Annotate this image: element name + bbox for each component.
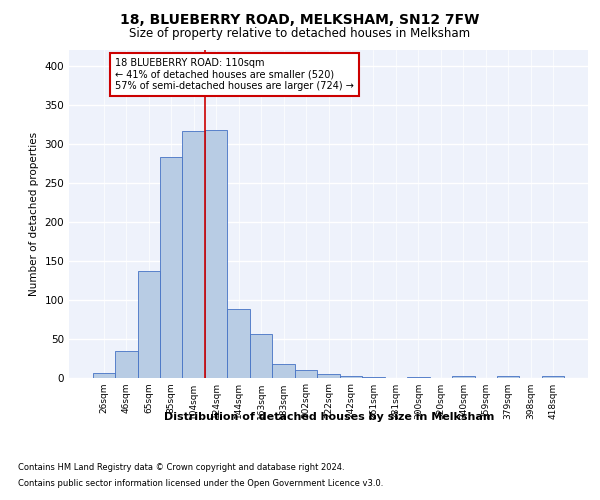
Bar — [317, 374, 340, 378]
Y-axis label: Number of detached properties: Number of detached properties — [29, 132, 39, 296]
Text: Distribution of detached houses by size in Melksham: Distribution of detached houses by size … — [164, 412, 494, 422]
Bar — [250, 334, 272, 378]
Bar — [407, 376, 430, 378]
Bar — [92, 373, 115, 378]
Bar — [272, 364, 295, 378]
Bar — [227, 309, 250, 378]
Text: Size of property relative to detached houses in Melksham: Size of property relative to detached ho… — [130, 28, 470, 40]
Bar — [542, 376, 565, 378]
Bar — [160, 157, 182, 378]
Bar — [295, 370, 317, 378]
Bar — [115, 351, 137, 378]
Text: 18 BLUEBERRY ROAD: 110sqm
← 41% of detached houses are smaller (520)
57% of semi: 18 BLUEBERRY ROAD: 110sqm ← 41% of detac… — [115, 58, 354, 91]
Bar — [497, 376, 520, 378]
Text: Contains HM Land Registry data © Crown copyright and database right 2024.: Contains HM Land Registry data © Crown c… — [18, 462, 344, 471]
Bar — [362, 376, 385, 378]
Bar — [452, 376, 475, 378]
Bar — [182, 131, 205, 378]
Bar — [137, 272, 160, 378]
Text: 18, BLUEBERRY ROAD, MELKSHAM, SN12 7FW: 18, BLUEBERRY ROAD, MELKSHAM, SN12 7FW — [121, 12, 479, 26]
Bar — [205, 130, 227, 378]
Text: Contains public sector information licensed under the Open Government Licence v3: Contains public sector information licen… — [18, 479, 383, 488]
Bar — [340, 376, 362, 378]
